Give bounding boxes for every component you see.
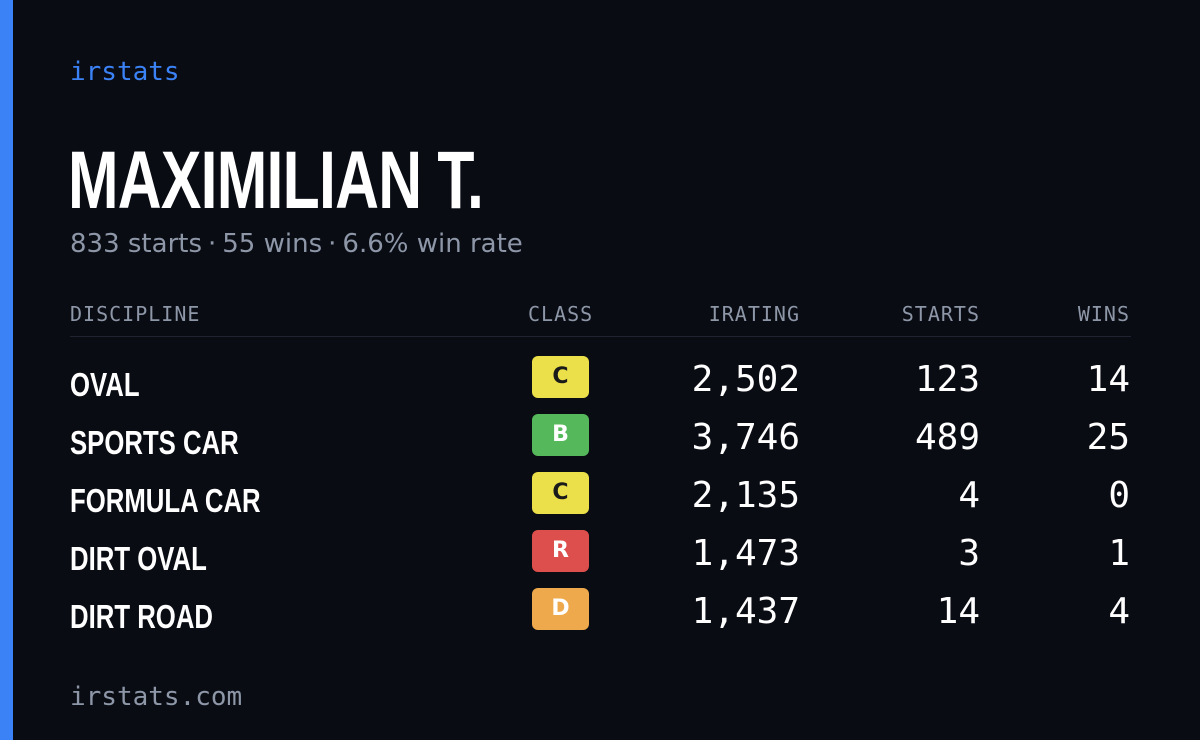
table-row: OVAL C 2,502 123 14 [70, 350, 1131, 408]
starts-value: 4 [958, 475, 980, 516]
driver-name: MAXIMILIAN T. [68, 135, 484, 226]
starts-value: 123 [914, 359, 980, 400]
separator-dot: · [208, 229, 217, 259]
table-header: DISCIPLINE CLASS IRATING STARTS WINS [70, 300, 1131, 337]
wins-summary: 55 wins [222, 229, 323, 259]
wins-value: 0 [1108, 475, 1130, 516]
wins-value: 14 [1086, 359, 1130, 400]
class-badge: D [532, 588, 589, 630]
irating-value: 2,135 [691, 475, 800, 516]
header-wins: WINS [1077, 302, 1130, 326]
class-badge: B [532, 414, 589, 456]
footer-url[interactable]: irstats.com [70, 682, 243, 712]
header-class: CLASS [528, 302, 594, 326]
starts-value: 3 [958, 533, 980, 574]
table-row: SPORTS CAR B 3,746 489 25 [70, 408, 1131, 466]
separator-dot: · [328, 229, 337, 259]
starts-value: 489 [914, 417, 980, 458]
irating-value: 3,746 [691, 417, 800, 458]
starts-summary: 833 starts [70, 229, 202, 259]
header-discipline: DISCIPLINE [70, 302, 201, 326]
accent-bar [0, 0, 13, 740]
discipline-name: OVAL [70, 366, 140, 403]
class-badge: C [532, 356, 589, 398]
wins-value: 1 [1108, 533, 1130, 574]
wins-value: 25 [1086, 417, 1130, 458]
class-badge: C [532, 472, 589, 514]
header-irating: IRATING [708, 302, 800, 326]
discipline-name: FORMULA CAR [70, 482, 261, 519]
irating-value: 1,437 [691, 591, 800, 632]
class-badge: R [532, 530, 589, 572]
starts-value: 14 [936, 591, 980, 632]
wins-value: 4 [1108, 591, 1130, 632]
table-row: FORMULA CAR C 2,135 4 0 [70, 466, 1131, 524]
win-rate-summary: 6.6% win rate [342, 229, 523, 259]
table-row: DIRT ROAD D 1,437 14 4 [70, 582, 1131, 640]
header-starts: STARTS [901, 302, 980, 326]
table-row: DIRT OVAL R 1,473 3 1 [70, 524, 1131, 582]
discipline-name: SPORTS CAR [70, 424, 239, 461]
irating-value: 2,502 [691, 359, 800, 400]
irating-value: 1,473 [691, 533, 800, 574]
brand-logo-text[interactable]: irstats [70, 57, 180, 87]
discipline-name: DIRT ROAD [70, 598, 213, 635]
driver-summary: 833 starts · 55 wins · 6.6% win rate [70, 228, 523, 260]
discipline-name: DIRT OVAL [70, 540, 207, 577]
